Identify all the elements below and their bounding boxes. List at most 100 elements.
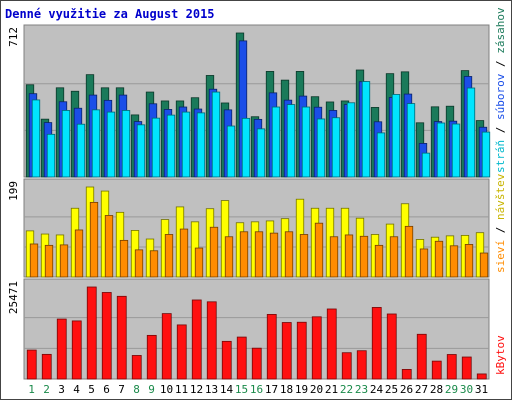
panel-top-max-label: 712	[7, 27, 20, 47]
bar-top-stráň-28	[436, 122, 446, 178]
bar-mid-sieví-9	[149, 250, 159, 278]
bar-bot-kBytov-29	[446, 354, 457, 380]
bar-mid-sieví-8	[134, 249, 144, 278]
bar-bot-kBytov-22	[341, 352, 352, 380]
bar-mid-sieví-19	[299, 234, 309, 278]
bar-top-stráň-7	[121, 110, 131, 178]
x-tick-day-4: 4	[73, 383, 80, 396]
bar-top-stráň-23	[361, 81, 371, 178]
bar-top-stráň-17	[271, 106, 281, 178]
x-tick-day-21: 21	[325, 383, 338, 396]
bar-top-stráň-24	[376, 132, 386, 178]
bar-mid-sieví-24	[374, 244, 384, 278]
bar-mid-sieví-5	[89, 201, 99, 278]
bar-mid-sieví-30	[464, 244, 474, 278]
bar-bot-kBytov-21	[326, 308, 337, 380]
legend-zásahov: zásahov	[494, 7, 507, 54]
x-tick-day-1: 1	[28, 383, 35, 396]
x-tick-day-13: 13	[205, 383, 218, 396]
bar-mid-sieví-21	[329, 236, 339, 278]
bar-top-stráň-22	[346, 102, 356, 178]
bar-bot-kBytov-24	[371, 307, 382, 380]
bar-bot-kBytov-8	[131, 355, 142, 380]
x-tick-day-7: 7	[118, 383, 125, 396]
x-tick-day-3: 3	[58, 383, 65, 396]
legend-návštev: návštev	[494, 173, 507, 220]
bar-bot-kBytov-16	[251, 347, 262, 380]
bar-bot-kBytov-5	[86, 286, 97, 380]
bar-mid-sieví-16	[254, 231, 264, 278]
bar-top-stráň-1	[31, 99, 41, 178]
bar-top-stráň-8	[136, 124, 146, 178]
bar-top-stráň-4	[76, 123, 86, 178]
bar-bot-kBytov-13	[206, 301, 217, 380]
x-tick-day-22: 22	[340, 383, 353, 396]
bar-bot-kBytov-18	[281, 322, 292, 380]
bar-mid-sieví-4	[74, 229, 84, 278]
bar-top-stráň-18	[286, 104, 296, 178]
bar-bot-kBytov-20	[311, 316, 322, 380]
bar-bot-kBytov-19	[296, 321, 307, 380]
bar-top-stráň-5	[91, 109, 101, 178]
legend-kBytov: kBytov	[494, 335, 507, 375]
x-tick-day-31: 31	[475, 383, 488, 396]
bar-top-stráň-9	[151, 117, 161, 178]
bar-mid-sieví-10	[164, 234, 174, 278]
bar-top-stráň-15	[241, 117, 251, 178]
bar-top-stráň-10	[166, 114, 176, 178]
x-tick-day-11: 11	[175, 383, 188, 396]
chart-title: Denné využitie za August 2015	[5, 7, 215, 21]
legend-separator: /	[494, 120, 507, 140]
bar-top-stráň-19	[301, 106, 311, 178]
bar-bot-kBytov-14	[221, 340, 232, 380]
x-tick-day-29: 29	[445, 383, 458, 396]
bar-top-stráň-30	[466, 87, 476, 178]
panel-bot-side-legend: kBytov	[494, 335, 507, 375]
panel-mid-max-label: 199	[7, 181, 20, 201]
bar-mid-sieví-12	[194, 247, 204, 278]
bar-bot-kBytov-10	[161, 313, 172, 380]
bar-bot-kBytov-2	[41, 353, 52, 380]
bar-bot-kBytov-30	[461, 356, 472, 380]
bar-mid-sieví-6	[104, 215, 114, 278]
bar-bot-kBytov-11	[176, 324, 187, 380]
bar-mid-sieví-27	[419, 248, 429, 278]
bar-mid-sieví-15	[239, 231, 249, 278]
x-tick-day-28: 28	[430, 383, 443, 396]
bar-top-stráň-16	[256, 128, 266, 178]
bar-mid-sieví-22	[344, 234, 354, 278]
x-tick-day-12: 12	[190, 383, 203, 396]
bar-top-stráň-29	[451, 123, 461, 178]
bar-bot-kBytov-26	[401, 369, 412, 380]
bar-bot-kBytov-17	[266, 314, 277, 380]
bar-top-stráň-14	[226, 125, 236, 178]
bar-bot-kBytov-15	[236, 336, 247, 380]
x-tick-day-15: 15	[235, 383, 248, 396]
bar-mid-sieví-28	[434, 240, 444, 278]
legend-separator: /	[494, 54, 507, 74]
legend-súborov: súborov	[494, 73, 507, 120]
bar-bot-kBytov-7	[116, 295, 127, 380]
bar-mid-sieví-1	[29, 243, 39, 278]
panel-bot-max-label: 25471	[7, 281, 20, 314]
bar-mid-sieví-26	[404, 225, 414, 278]
x-tick-day-6: 6	[103, 383, 110, 396]
x-tick-day-16: 16	[250, 383, 263, 396]
bar-top-stráň-2	[46, 133, 56, 178]
bar-top-stráň-25	[391, 94, 401, 178]
bar-mid-sieví-25	[389, 236, 399, 278]
bar-bot-kBytov-25	[386, 313, 397, 380]
bar-top-stráň-26	[406, 103, 416, 178]
x-tick-day-17: 17	[265, 383, 278, 396]
bar-bot-kBytov-23	[356, 350, 367, 380]
bar-bot-kBytov-28	[431, 360, 442, 380]
bar-top-stráň-21	[331, 117, 341, 178]
bar-bot-kBytov-27	[416, 333, 427, 380]
bar-top-stráň-27	[421, 152, 431, 178]
legend-separator: /	[494, 220, 507, 240]
bar-bot-kBytov-6	[101, 292, 112, 380]
bar-bot-kBytov-4	[71, 320, 82, 380]
bar-mid-sieví-11	[179, 228, 189, 278]
panel-mid-side-legend: sieví / návštev	[494, 173, 507, 273]
